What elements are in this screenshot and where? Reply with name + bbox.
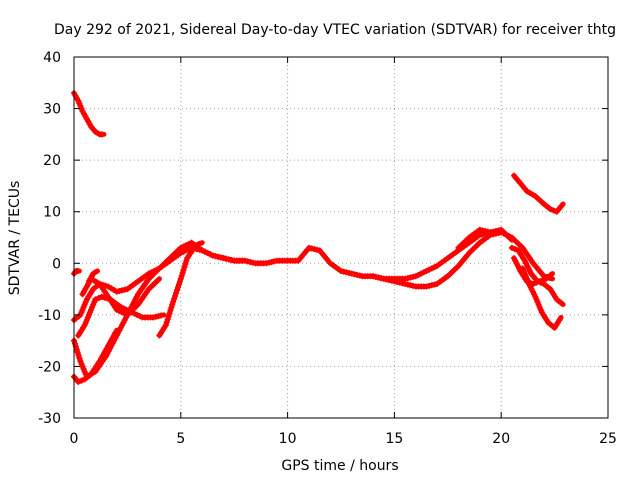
y-tick-labels: -30 -20 -10 0 10 20 30 40	[38, 50, 61, 427]
series-markers	[75, 293, 165, 339]
y-tick-label: 10	[43, 205, 61, 221]
series-markers	[71, 90, 105, 138]
series-markers	[455, 226, 513, 251]
x-tick-label: 20	[492, 431, 510, 447]
y-axis-label: SDTVAR / TECUs	[7, 181, 23, 296]
y-tick-label: 30	[43, 102, 61, 118]
series-markers	[156, 240, 202, 339]
series-markers	[71, 329, 119, 385]
axis-ticks	[73, 56, 609, 419]
series-arc-rise-late	[156, 240, 205, 339]
x-tick-label: 15	[385, 431, 403, 447]
series-arc-mid-dip	[370, 229, 504, 290]
series-arc-end-c	[511, 255, 555, 287]
y-tick-label: 40	[43, 50, 61, 66]
series-arc-stub-left	[71, 268, 82, 277]
data-series-layer	[71, 90, 566, 385]
y-tick-label: 0	[52, 256, 61, 272]
series-markers	[511, 172, 565, 215]
plot-frame	[73, 56, 609, 419]
series-arc-main	[71, 229, 555, 324]
series-arc-small-left	[85, 268, 100, 285]
series-markers	[370, 229, 502, 290]
series-markers	[508, 244, 565, 306]
series-arc-high-start	[71, 90, 107, 138]
x-tick-label: 5	[176, 431, 185, 447]
y-tick-label: -20	[38, 359, 61, 375]
x-tick-label: 10	[279, 431, 297, 447]
series-arc-lower-b	[71, 327, 120, 385]
y-tick-label: 20	[43, 153, 61, 169]
chart-title: Day 292 of 2021, Sidereal Day-to-day VTE…	[54, 22, 616, 38]
series-arc-lower-a	[71, 239, 248, 380]
y-tick-label: -30	[38, 411, 61, 427]
x-tick-labels: 0 5 10 15 20 25	[70, 431, 617, 447]
x-tick-label: 25	[599, 431, 617, 447]
series-arc-high-end	[511, 172, 566, 215]
x-axis-label: GPS time / hours	[281, 458, 398, 474]
y-tick-label: -10	[38, 308, 61, 324]
series-arc-peak-b	[455, 226, 515, 251]
grid	[74, 57, 608, 418]
series-markers	[71, 239, 246, 380]
x-tick-label: 0	[70, 431, 79, 447]
series-markers	[85, 269, 99, 285]
series-line	[511, 173, 566, 215]
series-markers	[511, 255, 554, 287]
